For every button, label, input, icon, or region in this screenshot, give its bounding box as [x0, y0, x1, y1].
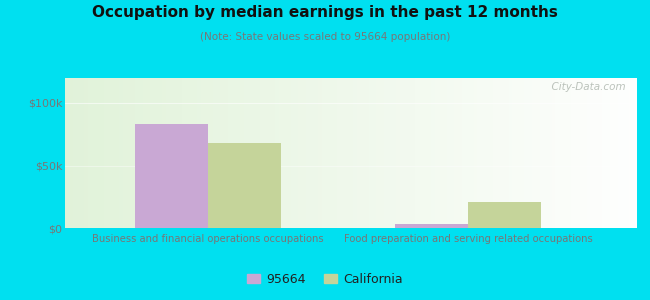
Text: Occupation by median earnings in the past 12 months: Occupation by median earnings in the pas…	[92, 4, 558, 20]
Text: City-Data.com: City-Data.com	[545, 82, 625, 92]
Bar	[135, 124, 208, 228]
Bar	[208, 143, 281, 228]
Bar	[395, 224, 468, 228]
Bar	[468, 202, 541, 228]
Legend: 95664, California: 95664, California	[242, 268, 408, 291]
Text: (Note: State values scaled to 95664 population): (Note: State values scaled to 95664 popu…	[200, 32, 450, 41]
